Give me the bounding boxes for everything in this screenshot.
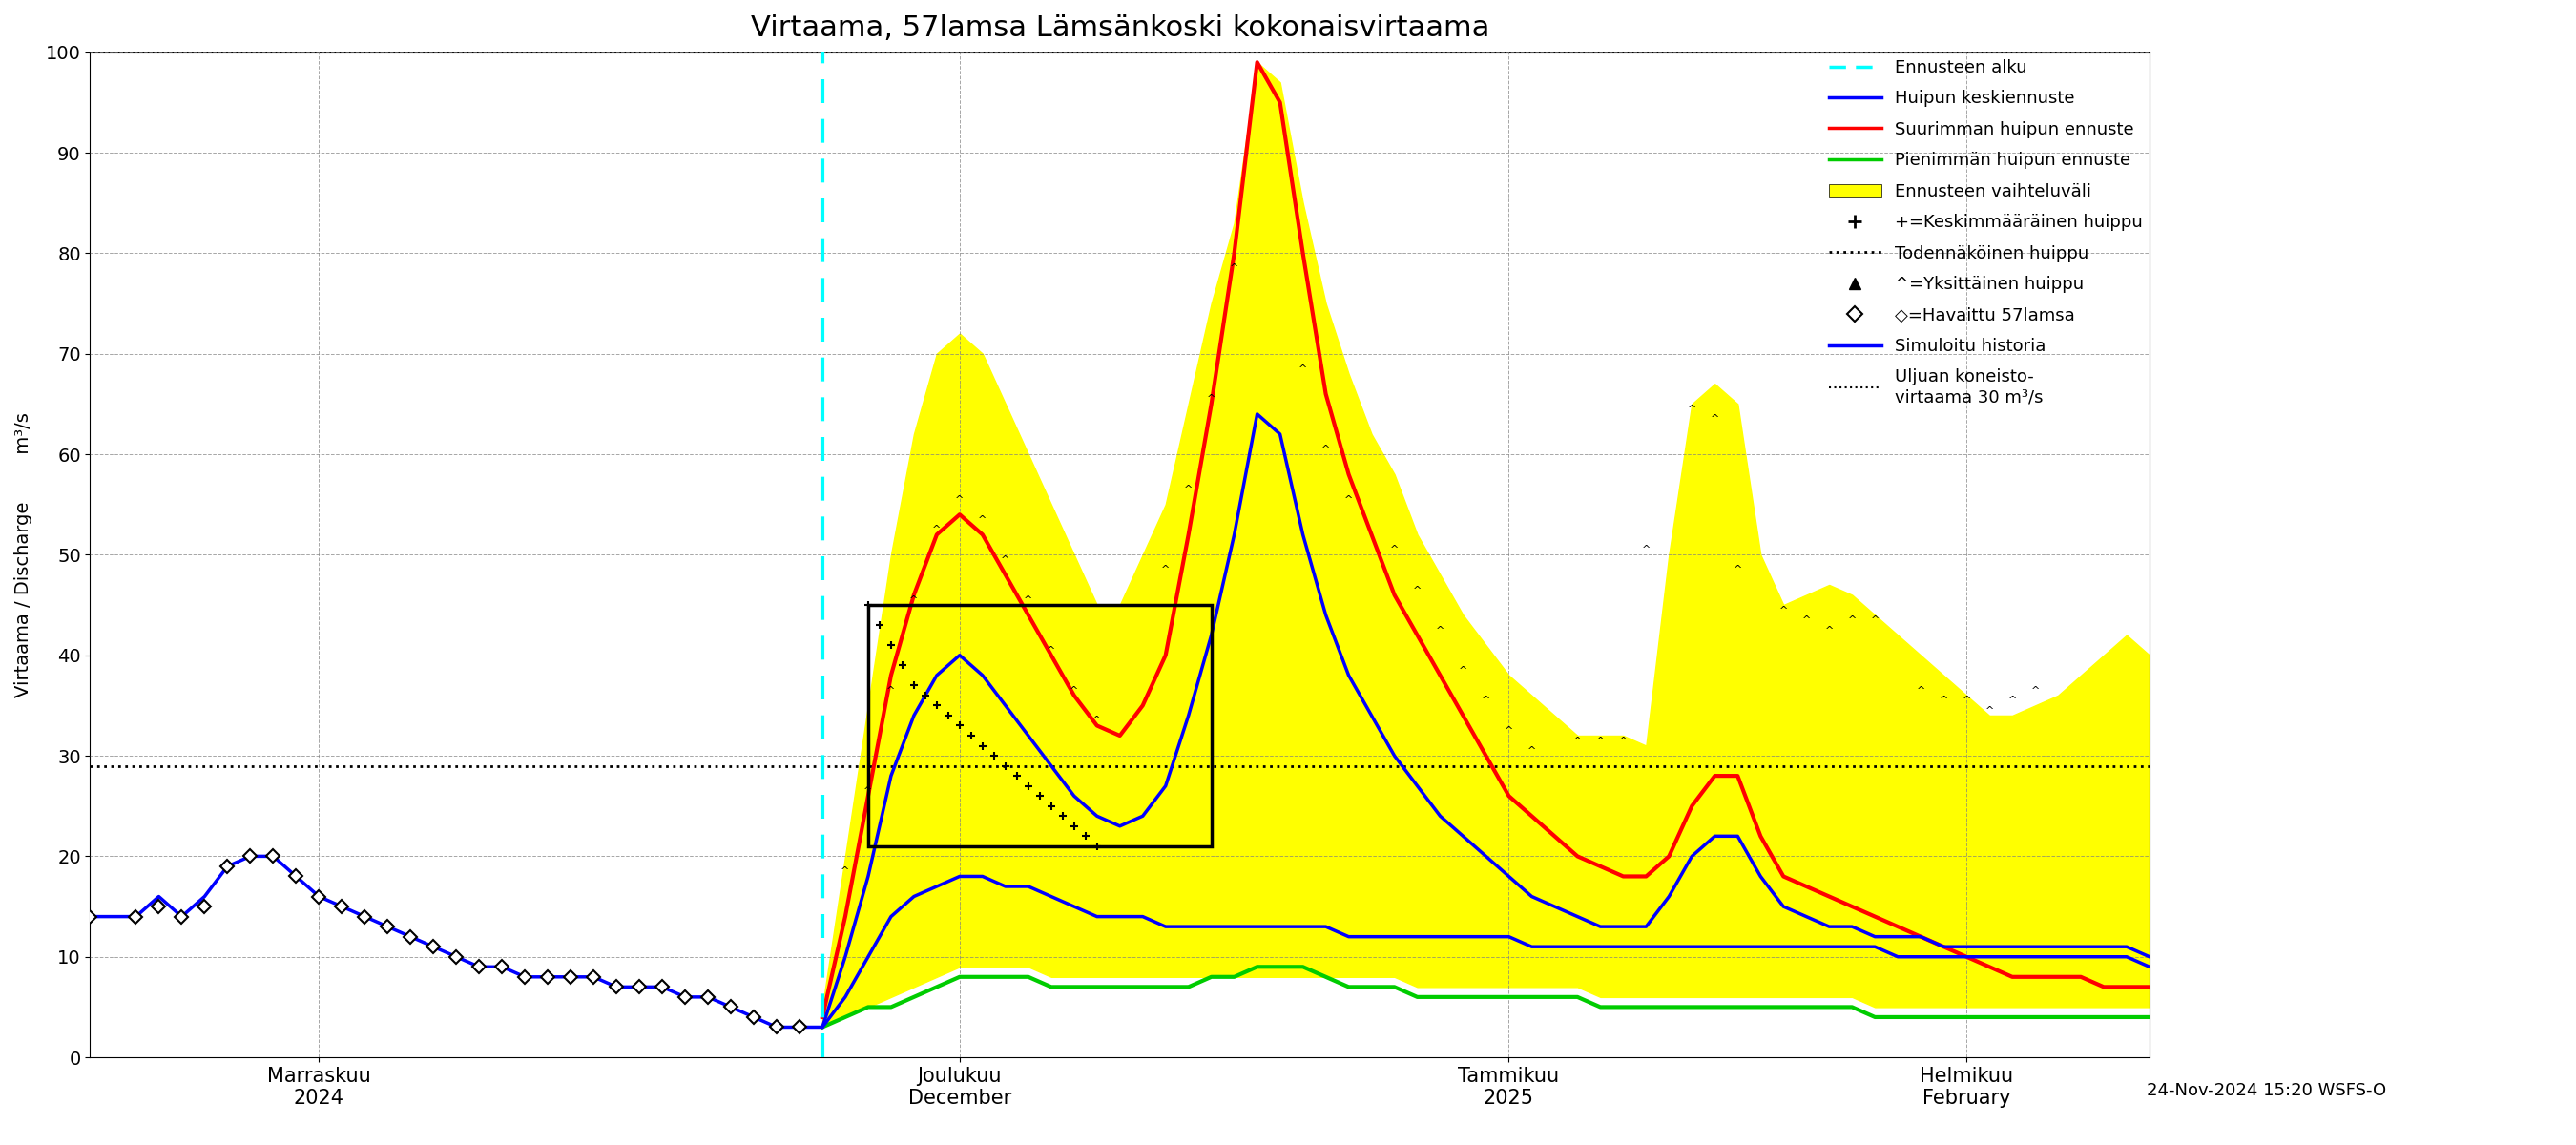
Y-axis label: Virtaama / Discharge        m³/s: Virtaama / Discharge m³/s xyxy=(15,412,33,697)
Text: ^: ^ xyxy=(1298,364,1309,373)
Text: ^: ^ xyxy=(1391,545,1399,554)
Bar xyxy=(868,605,1211,846)
Text: ^: ^ xyxy=(1412,585,1422,595)
Text: ^: ^ xyxy=(1801,616,1811,625)
Text: ^: ^ xyxy=(2007,696,2017,705)
Text: ^: ^ xyxy=(956,495,963,505)
Text: ^: ^ xyxy=(1824,625,1834,635)
Text: ^: ^ xyxy=(840,867,850,876)
Text: ^: ^ xyxy=(1847,616,1857,625)
Text: ^: ^ xyxy=(1345,495,1352,505)
Text: ^: ^ xyxy=(909,595,920,605)
Text: ^: ^ xyxy=(2030,686,2040,695)
Text: ^: ^ xyxy=(933,526,940,535)
Text: ^: ^ xyxy=(1023,595,1033,605)
Legend: Ennusteen alku, Huipun keskiennuste, Suurimman huipun ennuste, Pienimmän huipun : Ennusteen alku, Huipun keskiennuste, Suu… xyxy=(1821,53,2148,412)
Text: ^: ^ xyxy=(1504,726,1512,735)
Text: ^: ^ xyxy=(1435,625,1445,635)
Title: Virtaama, 57lamsa Lämsänkoski kokonaisvirtaama: Virtaama, 57lamsa Lämsänkoski kokonaisvi… xyxy=(750,14,1489,42)
Text: ^: ^ xyxy=(1208,394,1216,404)
Text: ^: ^ xyxy=(1574,736,1582,745)
Text: ^: ^ xyxy=(1870,616,1880,625)
Text: ^: ^ xyxy=(1481,696,1492,705)
Text: ^: ^ xyxy=(886,686,896,695)
Text: ^: ^ xyxy=(1528,747,1535,756)
Text: ^: ^ xyxy=(1229,263,1239,274)
Text: ^: ^ xyxy=(863,787,873,796)
Text: ^: ^ xyxy=(1458,665,1468,676)
Text: ^: ^ xyxy=(1940,696,1947,705)
Text: ^: ^ xyxy=(1092,716,1103,726)
Text: ^: ^ xyxy=(1069,686,1079,695)
Text: ^: ^ xyxy=(1185,484,1193,495)
Text: ^: ^ xyxy=(1710,414,1718,424)
Text: ^: ^ xyxy=(1687,404,1698,414)
Text: ^: ^ xyxy=(1641,545,1651,554)
Text: ^: ^ xyxy=(1597,736,1605,745)
Text: ^: ^ xyxy=(1780,606,1788,615)
Text: ^: ^ xyxy=(979,515,987,524)
Text: ^: ^ xyxy=(1986,706,1994,716)
Text: ^: ^ xyxy=(1734,566,1741,575)
Text: ^: ^ xyxy=(1618,736,1628,745)
Text: ^: ^ xyxy=(1321,444,1329,455)
Text: ^: ^ xyxy=(1046,646,1056,655)
Text: ^: ^ xyxy=(1917,686,1924,695)
Text: ^: ^ xyxy=(1963,696,1971,705)
Text: ^: ^ xyxy=(1002,555,1010,564)
Text: 24-Nov-2024 15:20 WSFS-O: 24-Nov-2024 15:20 WSFS-O xyxy=(2146,1082,2388,1099)
Text: ^: ^ xyxy=(1162,566,1170,575)
